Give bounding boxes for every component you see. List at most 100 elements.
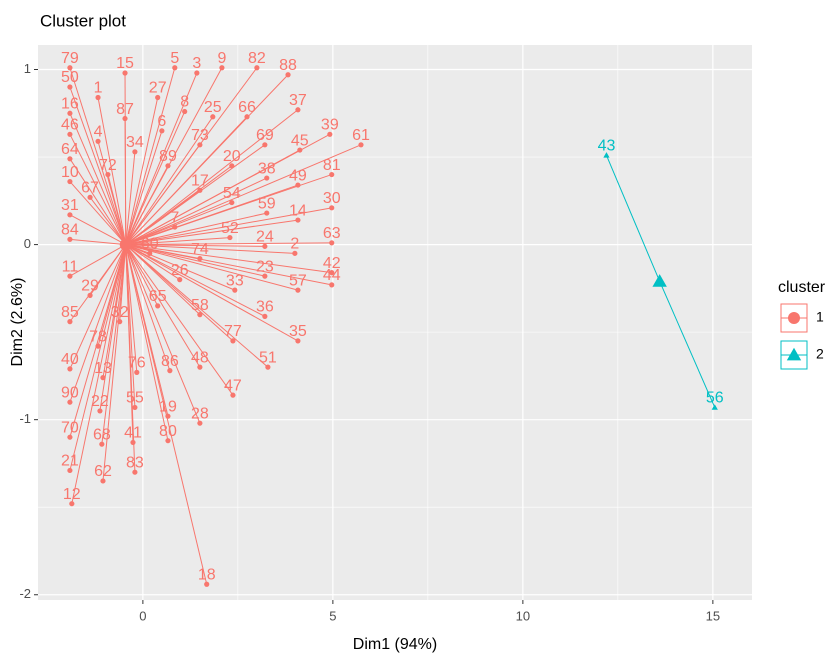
star-line xyxy=(125,202,232,246)
point xyxy=(329,171,335,178)
point-label: 37 xyxy=(289,92,307,109)
point xyxy=(167,368,173,374)
point-label: 36 xyxy=(256,299,274,316)
star-line xyxy=(125,226,175,246)
point xyxy=(182,108,188,115)
point xyxy=(67,236,73,242)
star-line xyxy=(125,189,201,245)
point-label: 89 xyxy=(159,148,177,165)
point xyxy=(155,303,161,309)
point xyxy=(297,147,303,153)
point xyxy=(67,273,73,279)
point-label: 28 xyxy=(191,405,209,422)
point xyxy=(295,338,301,344)
point-label: 84 xyxy=(61,222,79,239)
point-label: 70 xyxy=(61,419,79,436)
point-label: 49 xyxy=(289,167,307,184)
point-label: 59 xyxy=(258,195,276,212)
point-label: 16 xyxy=(61,95,79,112)
point xyxy=(197,142,203,148)
star-line xyxy=(125,244,171,371)
point-label: 7 xyxy=(170,209,179,226)
point-label: 74 xyxy=(191,241,209,258)
star-line xyxy=(125,244,266,317)
point xyxy=(358,142,364,148)
point-label: 22 xyxy=(91,393,109,410)
point xyxy=(134,369,140,375)
star-line xyxy=(125,116,214,245)
point xyxy=(197,255,203,262)
point xyxy=(292,250,298,256)
y-tick-label: 0 xyxy=(24,236,31,251)
point-label: 73 xyxy=(191,127,209,144)
star-line xyxy=(125,207,332,246)
star-line xyxy=(125,219,298,246)
y-tick-label: -1 xyxy=(19,411,31,426)
legend-marker xyxy=(786,347,802,361)
point-label: 33 xyxy=(226,272,244,289)
y-tick-label: -2 xyxy=(19,586,31,601)
point-label: 51 xyxy=(259,349,277,366)
point xyxy=(327,131,333,137)
point xyxy=(711,404,718,410)
point-label: 38 xyxy=(258,160,276,177)
star-line xyxy=(606,155,661,282)
point xyxy=(67,178,73,185)
point xyxy=(97,408,103,414)
point xyxy=(197,312,203,318)
point xyxy=(172,224,178,230)
point-label: 55 xyxy=(126,390,144,407)
point xyxy=(132,469,138,475)
point-label: 13 xyxy=(94,360,112,377)
point xyxy=(285,72,291,78)
point-label: 57 xyxy=(289,272,307,289)
point xyxy=(95,343,101,349)
point xyxy=(329,282,335,288)
point xyxy=(295,182,301,188)
point xyxy=(603,152,610,158)
chart-title: Cluster plot xyxy=(40,11,126,30)
point xyxy=(165,163,171,169)
point-label: 26 xyxy=(171,262,189,279)
point xyxy=(230,392,236,398)
point-label: 32 xyxy=(111,304,129,321)
star-line xyxy=(125,149,301,246)
point-label: 69 xyxy=(256,127,274,144)
point-label: 19 xyxy=(159,398,177,415)
point xyxy=(165,438,171,444)
star-line xyxy=(69,244,127,370)
star-line xyxy=(125,242,332,246)
point-label: 80 xyxy=(159,423,177,440)
point-label: 43 xyxy=(598,138,616,155)
star-line xyxy=(69,86,127,245)
point-label: 67 xyxy=(81,180,99,197)
point xyxy=(147,250,153,256)
x-tick-label: 0 xyxy=(139,608,146,623)
star-line xyxy=(69,181,127,245)
star-line xyxy=(69,214,127,246)
point xyxy=(159,128,165,134)
point xyxy=(155,94,161,101)
point-label: 61 xyxy=(352,127,370,144)
star-line xyxy=(69,244,127,403)
point xyxy=(67,434,73,440)
star-line xyxy=(125,165,169,245)
point-label: 86 xyxy=(161,353,179,370)
star-line xyxy=(69,113,127,245)
point-label: 5 xyxy=(170,50,179,67)
y-axis-title: Dim2 (2.6%) xyxy=(9,278,26,367)
point-label: 14 xyxy=(289,202,307,219)
point xyxy=(122,115,128,122)
point-label: 76 xyxy=(128,355,146,372)
star-line xyxy=(125,244,159,307)
point xyxy=(95,94,101,101)
point xyxy=(295,107,301,113)
point xyxy=(67,467,73,474)
point-label: 83 xyxy=(126,454,144,471)
point xyxy=(197,187,203,193)
point-label: 20 xyxy=(223,148,241,165)
point xyxy=(194,70,200,76)
star-line xyxy=(69,244,127,277)
star-line xyxy=(125,116,248,245)
